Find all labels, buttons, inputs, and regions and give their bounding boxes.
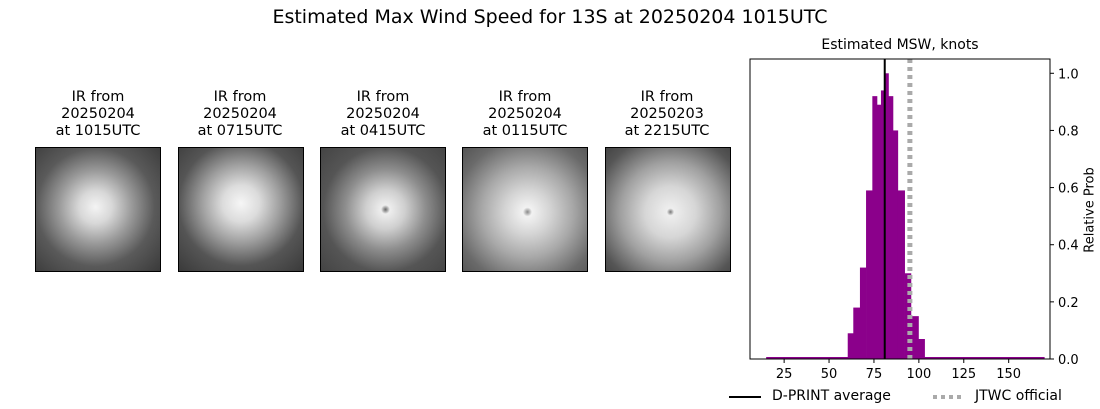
histogram-bar [888, 96, 894, 360]
panel-label-3: IR from 20250204 at 0415UTC [340, 89, 426, 139]
histogram-bar [897, 190, 905, 359]
ir-image-5 [605, 147, 731, 272]
ir-image-2 [178, 147, 304, 272]
y-tick-label: 0.0 [1058, 353, 1079, 368]
panel-label-2: IR from 20250204 at 0715UTC [197, 89, 283, 139]
histogram-bar [880, 90, 885, 359]
legend-dprint-label: D-PRINT average [772, 388, 891, 404]
histogram-bar [866, 190, 873, 359]
histogram-bar [872, 96, 878, 360]
panel-label-4: IR from 20250204 at 0115UTC [482, 89, 568, 139]
ir-image-3 [320, 147, 446, 272]
panel-label-5: IR from 20250203 at 2215UTC [624, 89, 710, 139]
y-tick-label: 0.2 [1058, 296, 1079, 311]
y-tick-label: 0.8 [1058, 124, 1079, 139]
ir-image-1 [35, 147, 161, 272]
histogram-bar [847, 333, 854, 359]
x-tick-label: 125 [951, 367, 976, 382]
histogram-bar [892, 130, 899, 359]
x-tick-label: 100 [906, 367, 931, 382]
histogram-bar [910, 316, 919, 359]
axes-frame [749, 58, 1051, 360]
histogram-bar [853, 307, 861, 359]
panel-label-1: IR from 20250204 at 1015UTC [55, 89, 141, 139]
histogram-bar [918, 339, 925, 359]
y-tick-label: 0.4 [1058, 239, 1079, 254]
histogram-bar [877, 104, 882, 359]
histogram-bar [884, 73, 889, 360]
histogram-title: Estimated MSW, knots [821, 37, 979, 53]
y-tick-label: 0.6 [1058, 182, 1079, 197]
legend-jtwc-label: JTWC official [975, 388, 1062, 404]
x-tick-label: 25 [776, 367, 793, 382]
figure-title: Estimated Max Wind Speed for 13S at 2025… [272, 6, 828, 28]
ir-image-4 [462, 147, 588, 272]
x-tick-label: 150 [996, 367, 1021, 382]
y-tick-label: 1.0 [1058, 67, 1079, 82]
x-tick-label: 50 [821, 367, 838, 382]
histogram-bar [859, 267, 867, 359]
x-tick-label: 75 [866, 367, 883, 382]
